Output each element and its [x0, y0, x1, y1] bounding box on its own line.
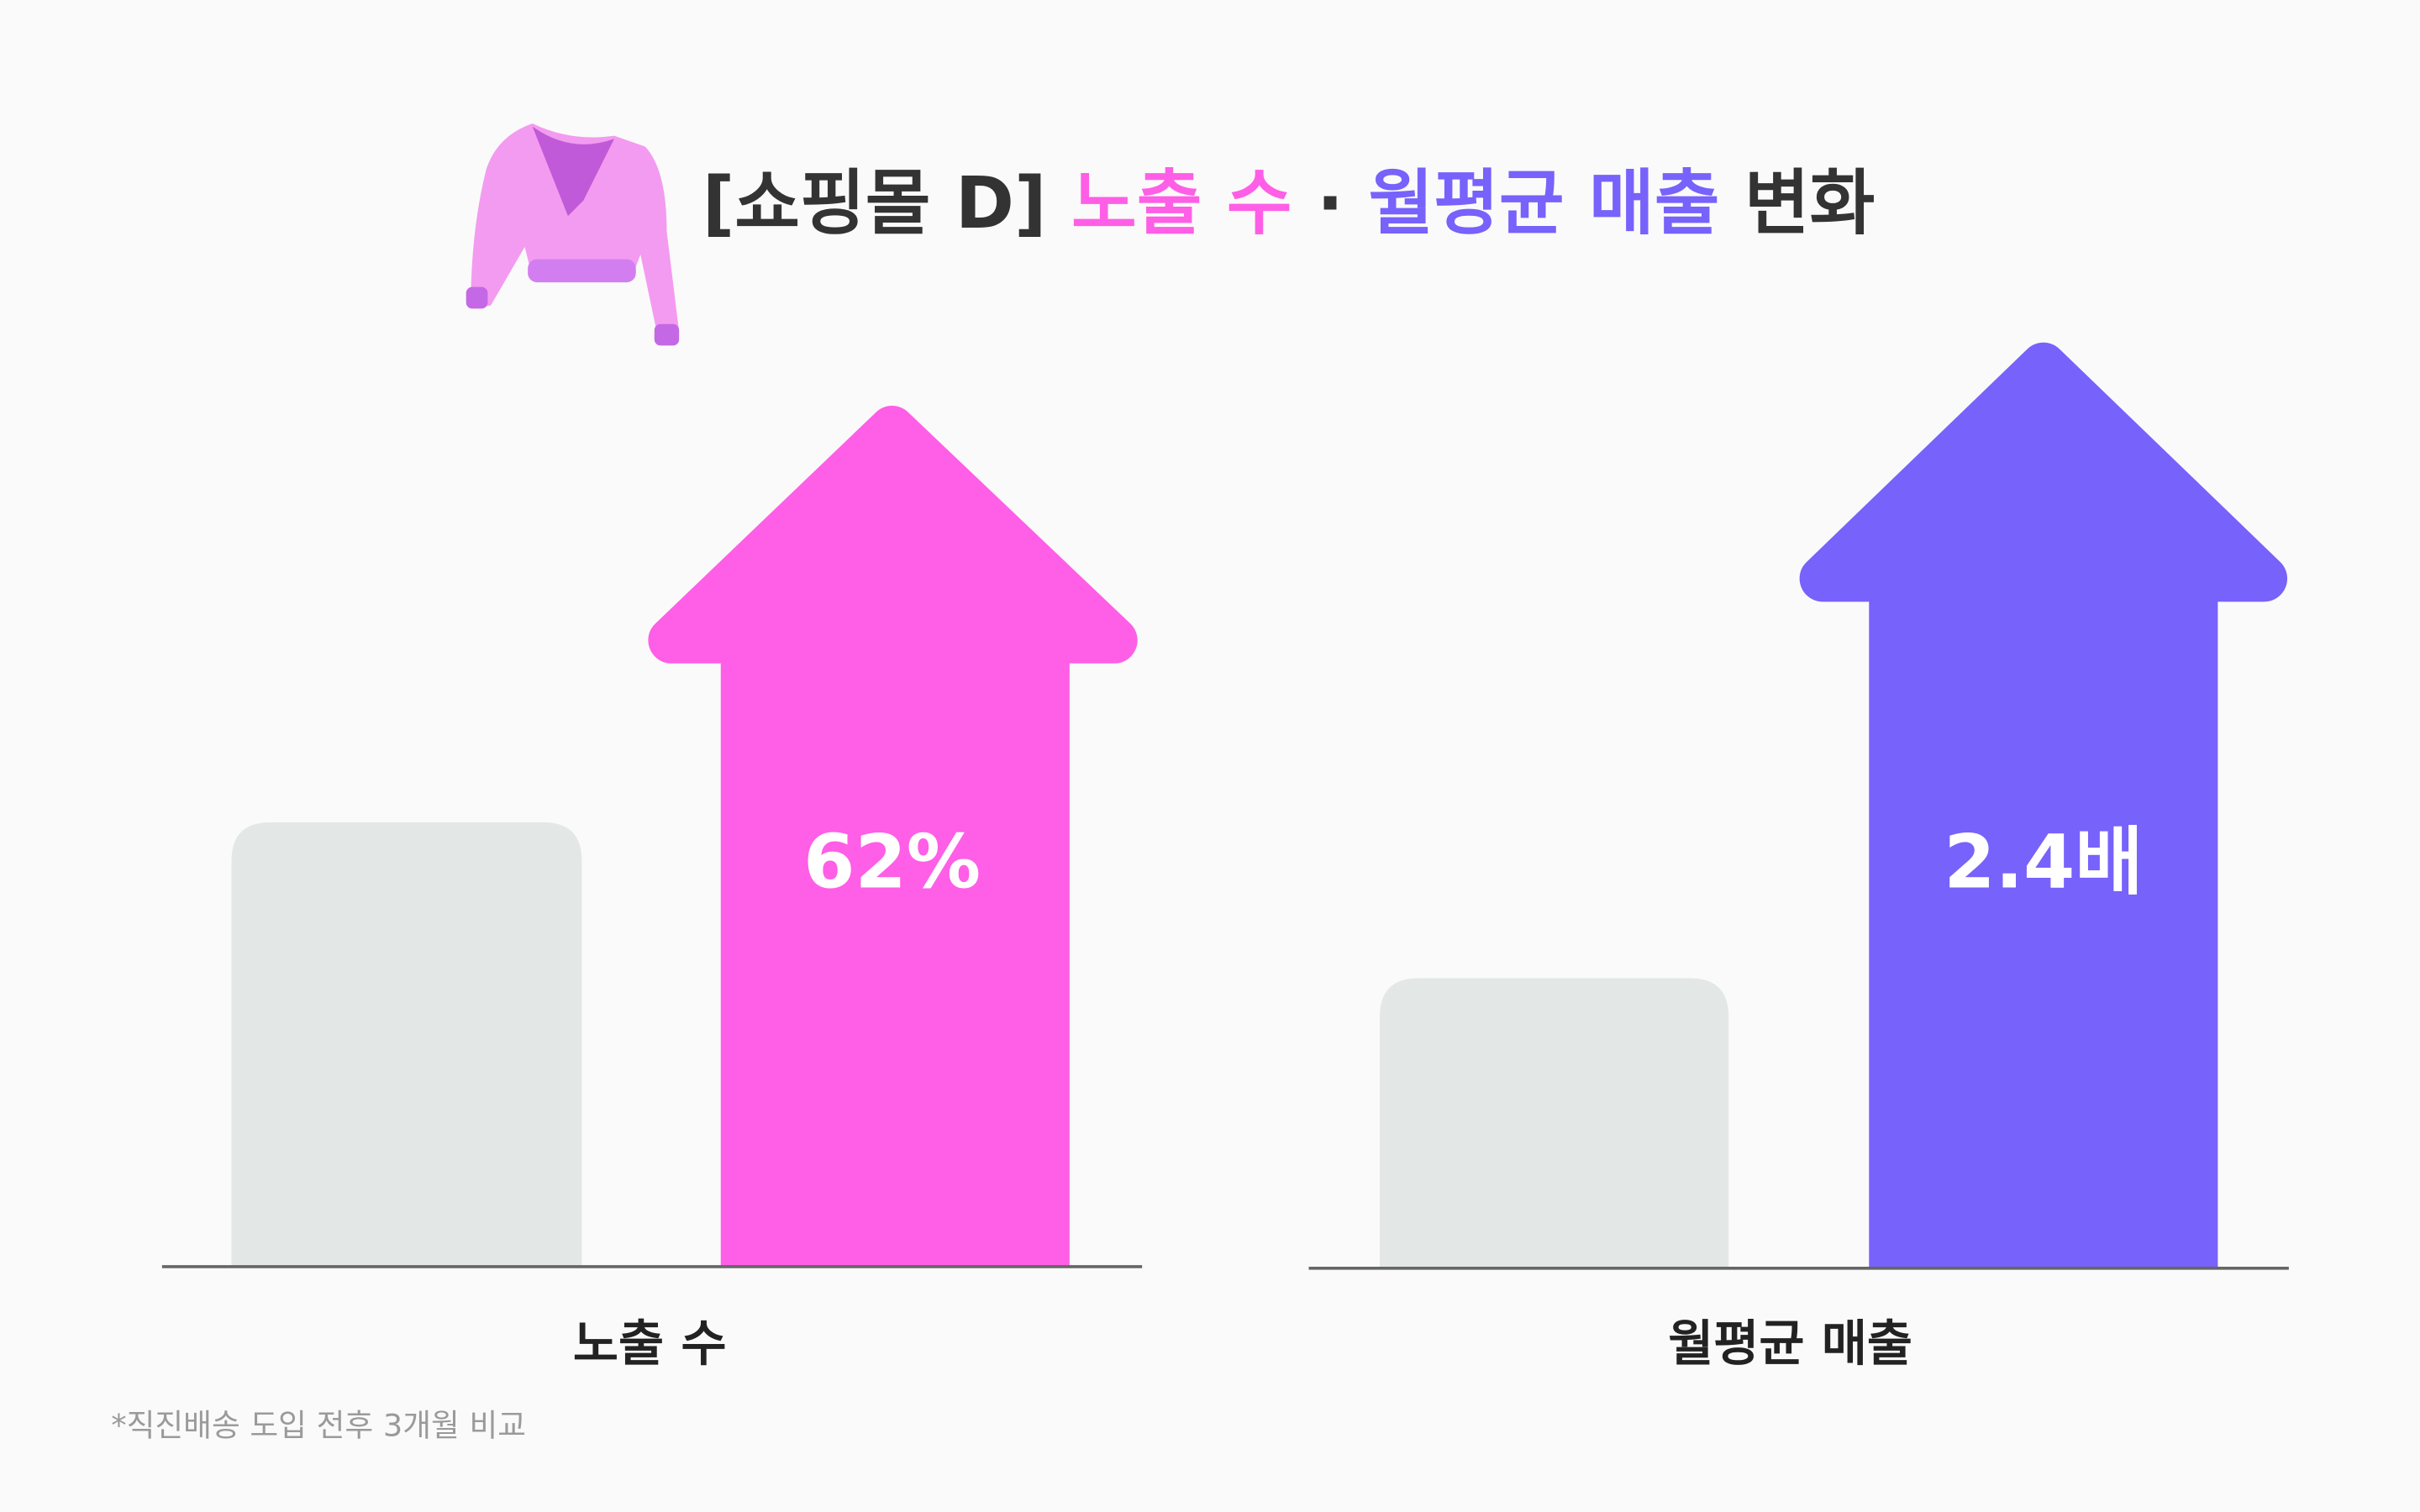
- value-label: 2.4배: [1944, 819, 2143, 906]
- before-bar: [231, 822, 582, 1267]
- panel-label: 월평균 매출: [1668, 1315, 1912, 1373]
- title-part: 월평균: [1368, 162, 1564, 244]
- title-part: 변화: [1744, 162, 1875, 244]
- arrow-shaft: [1869, 578, 2218, 1268]
- before-bar: [1380, 978, 1729, 1268]
- title-part: 매출: [1589, 162, 1719, 244]
- arrow-shaft: [720, 640, 1070, 1267]
- jacket-icon: [466, 123, 680, 346]
- title: [쇼핑몰 D] 노출 수 · 월평균 매출 변화: [702, 162, 1876, 244]
- arrow-head: [1799, 342, 2288, 602]
- title-part: 노출 수: [1071, 162, 1292, 244]
- arrow-head: [648, 406, 1138, 664]
- title-part: ·: [1317, 162, 1344, 244]
- footnote: *직진배송 도입 전후 3개월 비교: [111, 1407, 526, 1443]
- value-label: 62%: [803, 819, 981, 906]
- panel-label: 노출 수: [573, 1315, 727, 1373]
- title-part: [쇼핑몰 D]: [702, 162, 1047, 244]
